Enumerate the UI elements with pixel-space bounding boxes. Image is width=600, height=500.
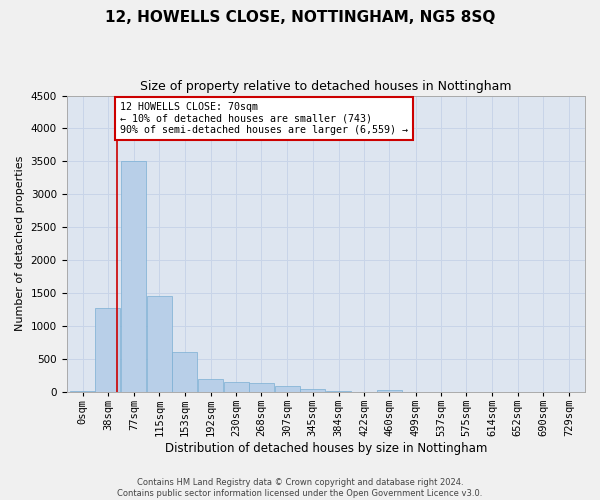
Bar [121, 162, 146, 392]
Bar [224, 382, 248, 392]
Text: 12, HOWELLS CLOSE, NOTTINGHAM, NG5 8SQ: 12, HOWELLS CLOSE, NOTTINGHAM, NG5 8SQ [105, 10, 495, 25]
X-axis label: Distribution of detached houses by size in Nottingham: Distribution of detached houses by size … [164, 442, 487, 455]
Bar [377, 390, 402, 392]
Text: Contains HM Land Registry data © Crown copyright and database right 2024.
Contai: Contains HM Land Registry data © Crown c… [118, 478, 482, 498]
Bar [147, 296, 172, 392]
Text: 12 HOWELLS CLOSE: 70sqm
← 10% of detached houses are smaller (743)
90% of semi-d: 12 HOWELLS CLOSE: 70sqm ← 10% of detache… [120, 102, 408, 135]
Bar [300, 388, 325, 392]
Title: Size of property relative to detached houses in Nottingham: Size of property relative to detached ho… [140, 80, 512, 93]
Bar [249, 384, 274, 392]
Bar [95, 308, 121, 392]
Bar [70, 390, 95, 392]
Bar [172, 352, 197, 392]
Bar [326, 391, 351, 392]
Y-axis label: Number of detached properties: Number of detached properties [15, 156, 25, 332]
Bar [198, 379, 223, 392]
Bar [275, 386, 300, 392]
